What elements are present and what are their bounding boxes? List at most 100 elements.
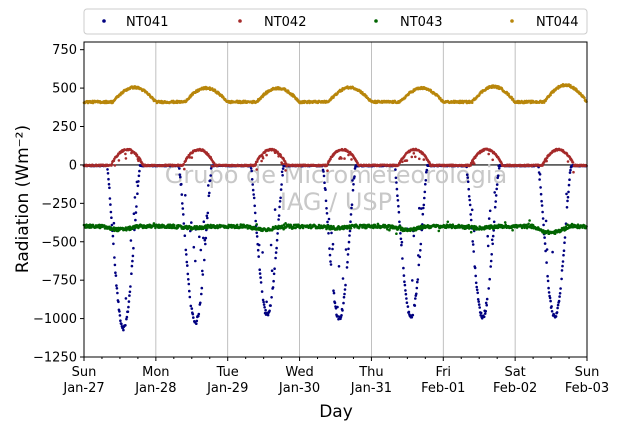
- data-point: [527, 222, 530, 226]
- data-point: [492, 220, 496, 224]
- data-point: [111, 234, 115, 238]
- data-point: [566, 160, 570, 163]
- data-point: [325, 212, 329, 215]
- data-point: [352, 183, 355, 186]
- data-point: [401, 257, 404, 260]
- data-point: [487, 287, 491, 290]
- data-point: [207, 184, 210, 187]
- data-point: [272, 272, 276, 276]
- data-point: [424, 179, 428, 182]
- data-point: [572, 85, 575, 89]
- data-point: [341, 309, 344, 312]
- data-point: [271, 286, 275, 289]
- data-point: [347, 247, 350, 251]
- data-point: [206, 216, 209, 220]
- data-point: [562, 226, 566, 229]
- data-point: [489, 259, 493, 263]
- data-point: [469, 164, 473, 167]
- data-point: [425, 168, 429, 172]
- data-point: [495, 187, 499, 191]
- data-point: [210, 164, 214, 168]
- legend: NT041 NT042 NT043 NT044: [83, 8, 588, 35]
- data-point: [348, 229, 352, 233]
- data-point: [486, 234, 490, 238]
- data-point: [396, 227, 400, 231]
- data-point: [259, 276, 262, 279]
- data-point: [567, 183, 571, 187]
- data-point: [545, 248, 549, 251]
- data-point: [511, 228, 514, 232]
- data-point: [489, 265, 493, 268]
- data-point: [258, 268, 262, 272]
- data-point: [450, 226, 454, 230]
- series-nt044: [82, 83, 588, 105]
- data-point: [485, 303, 489, 307]
- data-point: [351, 179, 354, 182]
- data-point: [347, 240, 351, 244]
- data-point: [528, 219, 531, 222]
- data-point: [548, 296, 552, 300]
- data-point: [250, 178, 254, 181]
- data-point: [561, 260, 565, 263]
- data-point: [569, 168, 572, 172]
- data-point: [265, 300, 268, 304]
- data-point: [472, 162, 476, 165]
- data-point: [281, 174, 284, 177]
- data-point: [545, 159, 548, 163]
- data-point: [185, 260, 189, 264]
- data-point: [539, 192, 543, 196]
- data-point: [119, 319, 122, 323]
- data-point: [126, 310, 130, 314]
- y-axis-title: Radiation (Wm⁻²): [13, 125, 33, 273]
- y-tick-label: −750: [41, 274, 77, 289]
- data-point: [340, 314, 343, 317]
- data-point: [496, 176, 500, 180]
- data-point: [322, 174, 326, 178]
- data-point: [120, 322, 123, 326]
- data-point: [470, 208, 474, 212]
- data-point: [252, 196, 256, 200]
- data-point: [180, 182, 183, 186]
- data-point: [550, 310, 554, 313]
- data-point: [204, 236, 208, 240]
- data-point: [186, 272, 190, 276]
- data-point: [342, 301, 345, 305]
- data-point: [114, 271, 117, 275]
- x-tick-label-date: Jan-28: [134, 381, 176, 396]
- data-point: [284, 162, 288, 165]
- data-point: [399, 232, 402, 235]
- data-point: [125, 315, 129, 319]
- data-point: [182, 222, 186, 225]
- data-point: [343, 288, 347, 291]
- data-point: [540, 199, 543, 203]
- data-point: [346, 260, 349, 264]
- data-point: [559, 287, 562, 290]
- data-point: [324, 199, 328, 203]
- watermark: Grupo de Micrometeorologia IAG / USP: [165, 161, 507, 216]
- data-point: [185, 253, 188, 256]
- data-point: [546, 274, 549, 278]
- data-point: [466, 176, 470, 179]
- data-point: [113, 256, 116, 259]
- data-point: [348, 234, 351, 237]
- data-point: [541, 217, 545, 220]
- data-point: [493, 205, 497, 209]
- data-point: [471, 240, 475, 243]
- data-point: [125, 317, 128, 321]
- data-point: [572, 170, 575, 174]
- data-point: [482, 315, 486, 319]
- data-point: [327, 232, 330, 235]
- data-point: [471, 243, 475, 246]
- data-point: [395, 187, 399, 191]
- data-point: [333, 301, 337, 305]
- data-point: [277, 218, 280, 221]
- data-point: [388, 228, 391, 232]
- data-point: [131, 254, 135, 258]
- data-point: [557, 299, 561, 303]
- data-point: [346, 253, 350, 256]
- x-tick-label-day: Tue: [216, 365, 239, 380]
- data-point: [199, 248, 203, 252]
- data-point: [183, 234, 187, 237]
- data-point: [583, 96, 586, 100]
- data-point: [510, 95, 513, 99]
